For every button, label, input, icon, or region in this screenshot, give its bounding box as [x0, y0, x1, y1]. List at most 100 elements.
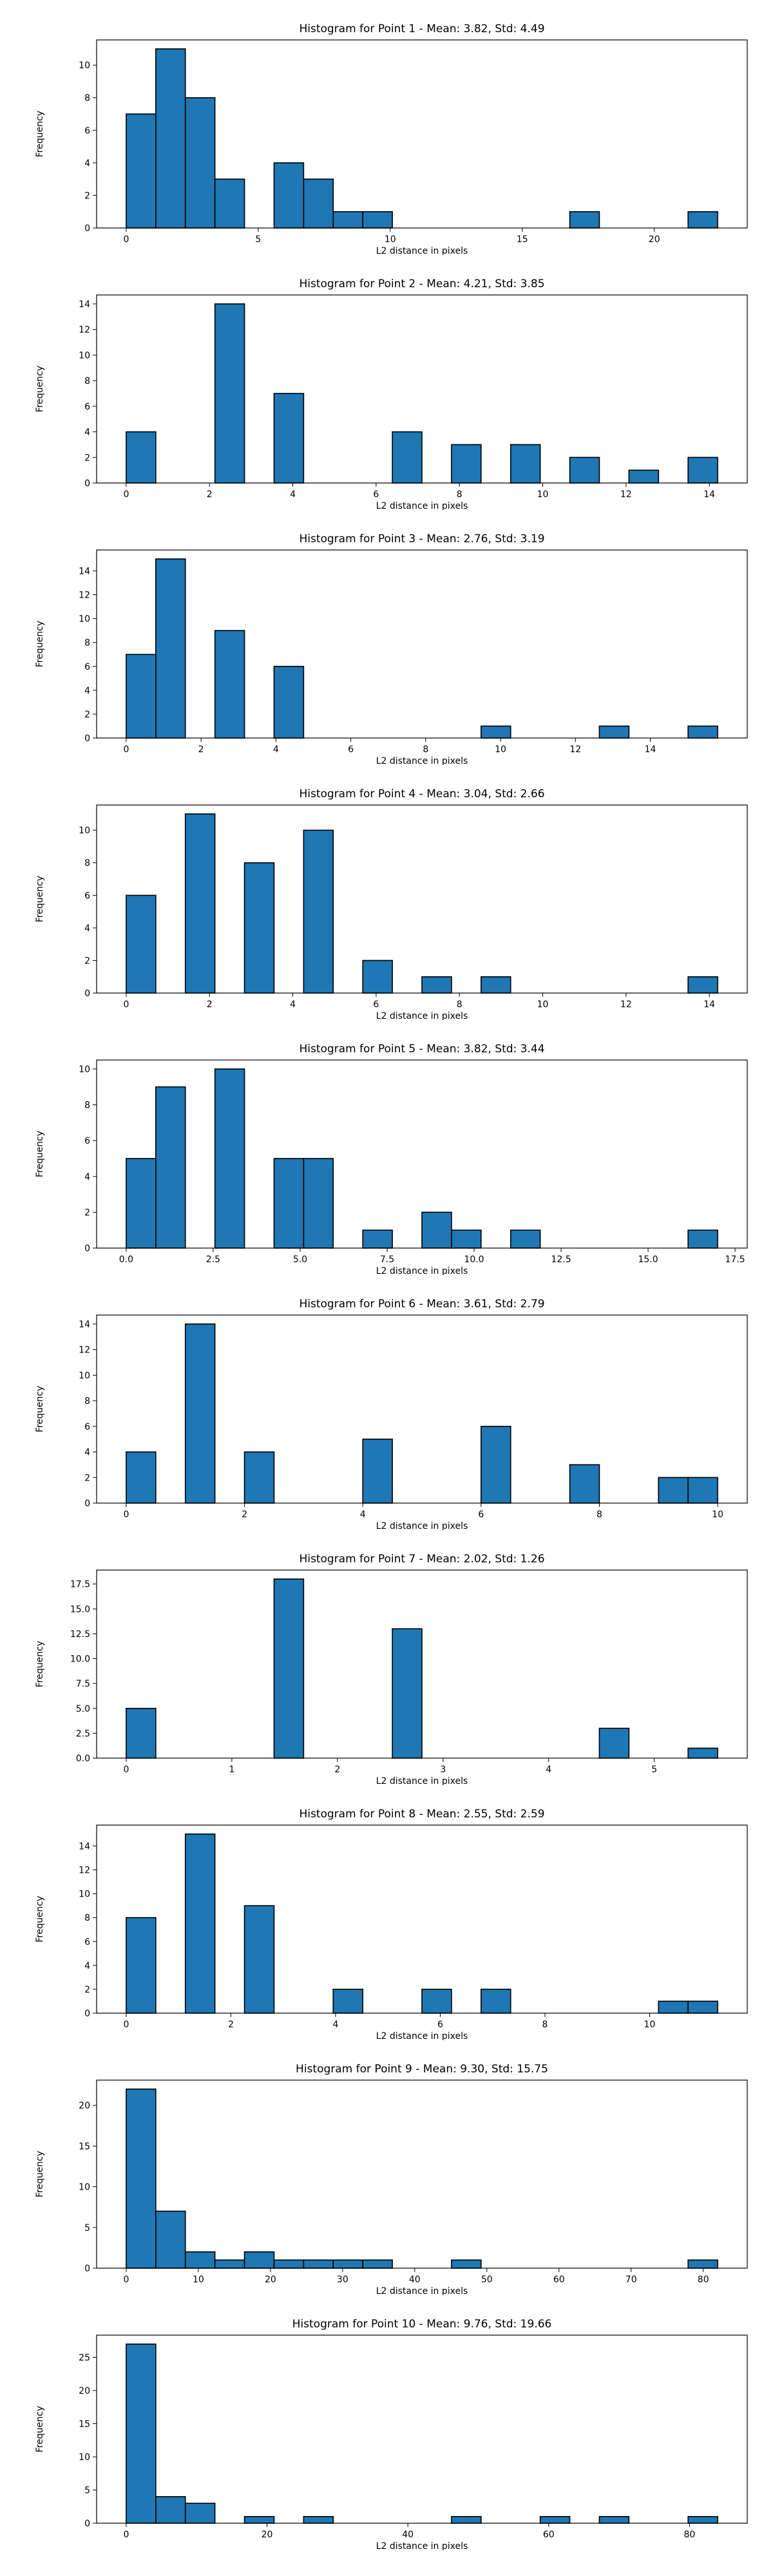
chart-title: Histogram for Point 10 - Mean: 9.76, Std… — [292, 2318, 552, 2331]
y-tick-label: 5.0 — [76, 1704, 90, 1714]
axes-frame — [96, 2334, 748, 2524]
histogram-bar — [481, 976, 511, 994]
histogram-bar — [362, 1229, 393, 1249]
histogram-bar — [214, 1068, 245, 1249]
histogram-bar — [658, 1477, 689, 1504]
x-tick-label: 2.5 — [206, 1255, 220, 1265]
y-tick-label: 8 — [84, 858, 90, 869]
histogram-bar — [126, 895, 157, 994]
histogram-bar — [687, 2259, 718, 2269]
y-axis-label: Frequency — [35, 111, 45, 157]
histogram-bar — [155, 48, 186, 229]
x-tick-label: 2 — [207, 999, 213, 1010]
y-tick-label: 15 — [79, 2420, 90, 2430]
histogram-panel-1: 0 5 10 15 20 0 2 4 6 8 10 Histogram for Point 1 - M… — [35, 23, 748, 255]
histogram-bar — [658, 2000, 689, 2014]
histogram-bar — [155, 2210, 186, 2269]
histogram-panel-4: 0 2 4 6 8 10 12 14 0 2 4 6 8 10 Histogram for Point 4 … — [35, 788, 748, 1020]
histogram-bar — [362, 960, 393, 994]
x-tick-label: 20 — [262, 2530, 273, 2540]
histogram-bar — [243, 862, 275, 994]
x-tick-label: 6 — [373, 489, 379, 500]
y-tick-label: 20 — [79, 2101, 90, 2111]
x-tick-label: 10 — [385, 234, 396, 245]
histogram-bar — [451, 444, 482, 484]
chart-title: Histogram for Point 7 - Mean: 2.02, Std:… — [299, 1553, 544, 1566]
y-tick-label: 0 — [84, 2264, 90, 2274]
y-tick-label: 2 — [84, 1985, 90, 1995]
x-axis-label: L2 distance in pixels — [376, 756, 468, 765]
histogram-panel-7: 0 1 2 3 4 5 0.0 2.5 5.0 7.5 10.0 12.5 15.0 17.5 Histog… — [35, 1553, 748, 1785]
histogram-bar — [687, 2000, 718, 2014]
x-axis-label: L2 distance in pixels — [376, 2541, 468, 2550]
x-axis-label: L2 distance in pixels — [376, 1776, 468, 1785]
x-tick-label: 0 — [123, 2530, 129, 2540]
y-tick-label: 6 — [84, 1422, 90, 1432]
histogram-bar — [451, 1229, 482, 1249]
x-tick-label: 20 — [649, 234, 660, 245]
x-tick-label: 6 — [373, 999, 379, 1010]
histogram-panel-2: 0 2 4 6 8 10 12 14 0 2 4 6 8 10 12 14 Histogram for Poin… — [35, 278, 748, 510]
x-tick-label: 0 — [123, 1510, 129, 1520]
chart-title: Histogram for Point 4 - Mean: 3.04, Std:… — [299, 788, 544, 800]
y-tick-label: 2 — [84, 710, 90, 720]
x-tick-label: 70 — [625, 2275, 637, 2285]
histogram-bar — [362, 2259, 393, 2269]
y-tick-label: 6 — [84, 126, 90, 136]
y-tick-label: 8 — [84, 638, 90, 649]
chart-title: Histogram for Point 6 - Mean: 3.61, Std:… — [299, 1298, 544, 1311]
histogram-bar — [421, 1989, 452, 2014]
x-tick-label: 0 — [123, 2020, 129, 2030]
histogram-bar — [687, 1229, 718, 1249]
y-tick-label: 10 — [79, 2183, 90, 2193]
axes-frame — [96, 2079, 748, 2269]
histogram-bar — [155, 1086, 186, 1249]
histogram-panel-9: 0 10 20 30 40 50 60 70 80 0 5 10 15 20 Histogram for P… — [35, 2063, 748, 2295]
histogram-bar — [273, 1158, 305, 1249]
y-tick-label: 12 — [79, 1866, 90, 1876]
x-tick-label: 6 — [437, 2020, 443, 2030]
histogram-bar — [273, 2259, 305, 2269]
y-tick-label: 15 — [79, 2141, 90, 2152]
y-tick-label: 14 — [79, 1841, 90, 1852]
x-tick-label: 4 — [546, 1765, 551, 1775]
axes-frame — [96, 1059, 748, 1249]
histogram-panel-8: 0 2 4 6 8 10 0 2 4 6 8 10 12 14 Histogram for Point 8 … — [35, 1808, 748, 2040]
x-tick-label: 0 — [123, 1765, 129, 1775]
y-tick-label: 10 — [79, 350, 90, 361]
histogram-panel-3: 0 2 4 6 8 10 12 14 0 2 4 6 8 10 12 14 Histogram for Poin… — [35, 533, 748, 765]
histogram-bar — [510, 444, 541, 484]
y-tick-label: 8 — [84, 1101, 90, 1111]
histogram-bar — [451, 2515, 482, 2524]
chart-title: Histogram for Point 5 - Mean: 3.82, Std:… — [299, 1043, 544, 1056]
y-tick-label: 2 — [84, 453, 90, 463]
x-tick-label: 15 — [517, 234, 528, 245]
x-tick-label: 2 — [242, 1510, 247, 1520]
y-tick-label: 0 — [84, 223, 90, 234]
histogram-bar — [126, 1158, 157, 1249]
x-tick-label: 0 — [123, 489, 129, 500]
y-tick-label: 4 — [84, 158, 90, 169]
histogram-bar — [687, 211, 718, 229]
y-tick-label: 8 — [84, 1396, 90, 1406]
histogram-bar — [243, 1905, 275, 2014]
y-tick-label: 17.5 — [70, 1580, 90, 1590]
axes-frame — [96, 39, 748, 229]
y-axis-label: Frequency — [35, 1386, 45, 1432]
histogram-bar — [332, 211, 363, 229]
y-tick-label: 6 — [84, 1937, 90, 1947]
x-tick-label: 2 — [198, 744, 204, 755]
x-tick-label: 60 — [543, 2530, 555, 2540]
y-tick-label: 7.5 — [76, 1679, 90, 1689]
x-tick-label: 10.0 — [464, 1255, 484, 1265]
y-tick-label: 0 — [84, 2009, 90, 2019]
y-tick-label: 2 — [84, 956, 90, 966]
y-tick-label: 4 — [84, 1961, 90, 1971]
histogram-bar — [332, 1989, 363, 2014]
histogram-bar — [184, 813, 216, 994]
x-tick-label: 12 — [620, 999, 632, 1010]
x-tick-label: 7.5 — [380, 1255, 394, 1265]
x-tick-label: 60 — [553, 2275, 565, 2285]
chart-title: Histogram for Point 3 - Mean: 2.76, Std:… — [299, 533, 544, 545]
x-tick-label: 8 — [423, 744, 428, 755]
